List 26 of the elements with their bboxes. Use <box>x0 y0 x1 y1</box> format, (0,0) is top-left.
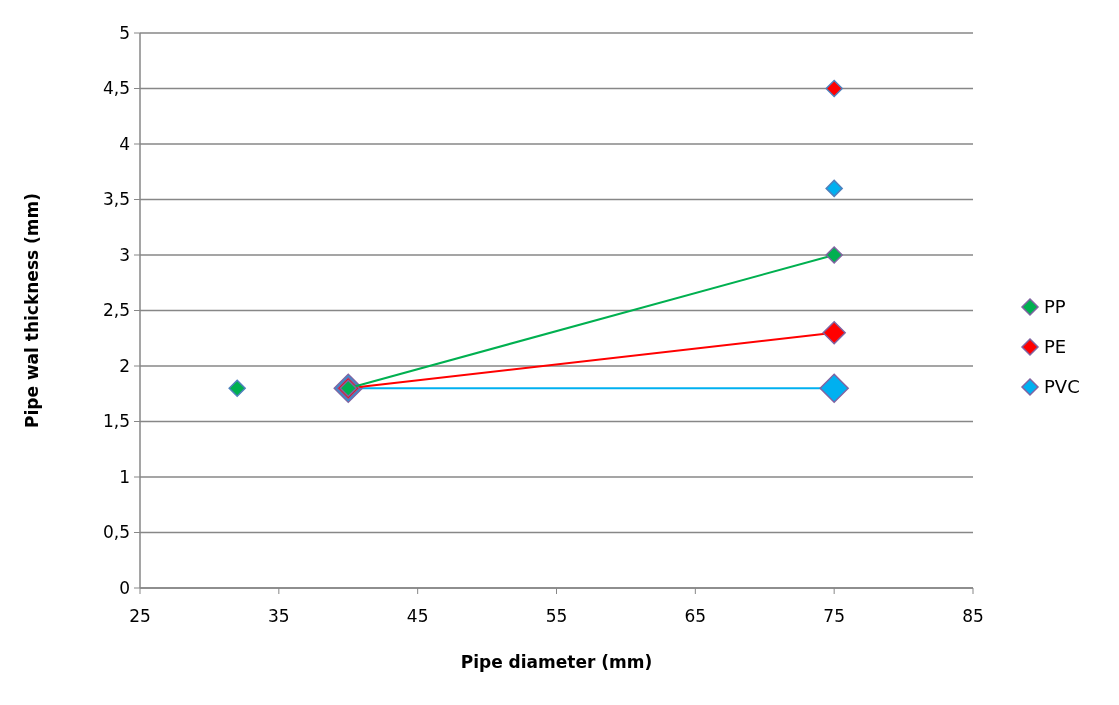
y-tick-label: 4 <box>119 133 130 154</box>
x-tick-label: 75 <box>823 606 845 626</box>
y-tick-label: 4,5 <box>102 78 130 99</box>
y-tick-label: 0 <box>119 577 130 598</box>
y-tick-label: 3,5 <box>102 189 130 210</box>
y-tick-label: 1,5 <box>102 411 130 432</box>
point <box>819 373 849 403</box>
x-tick-label: 65 <box>684 606 707 626</box>
y-axis-title: Pipe wal thickness (mm) <box>22 192 42 429</box>
x-tick-label: 55 <box>545 606 568 626</box>
y-tick-label: 2,5 <box>102 300 130 321</box>
x-tick-label: 85 <box>962 606 984 626</box>
x-tick-label: 35 <box>268 606 290 626</box>
x-tick-label: 45 <box>406 606 429 626</box>
x-axis-title: Pipe diameter (mm) <box>460 652 653 672</box>
legend-label: PE <box>1044 336 1067 358</box>
legend-label: PP <box>1044 296 1066 318</box>
y-tick-label: 3 <box>119 244 130 265</box>
x-tick-label: 25 <box>129 606 151 626</box>
point <box>825 246 843 264</box>
y-tick-label: 5 <box>119 22 130 43</box>
y-tick-label: 2 <box>119 355 130 376</box>
point <box>822 320 846 345</box>
y-tick-label: 0,5 <box>102 522 130 543</box>
y-tick-label: 1 <box>119 466 130 487</box>
legend-label: PVC <box>1044 376 1080 398</box>
